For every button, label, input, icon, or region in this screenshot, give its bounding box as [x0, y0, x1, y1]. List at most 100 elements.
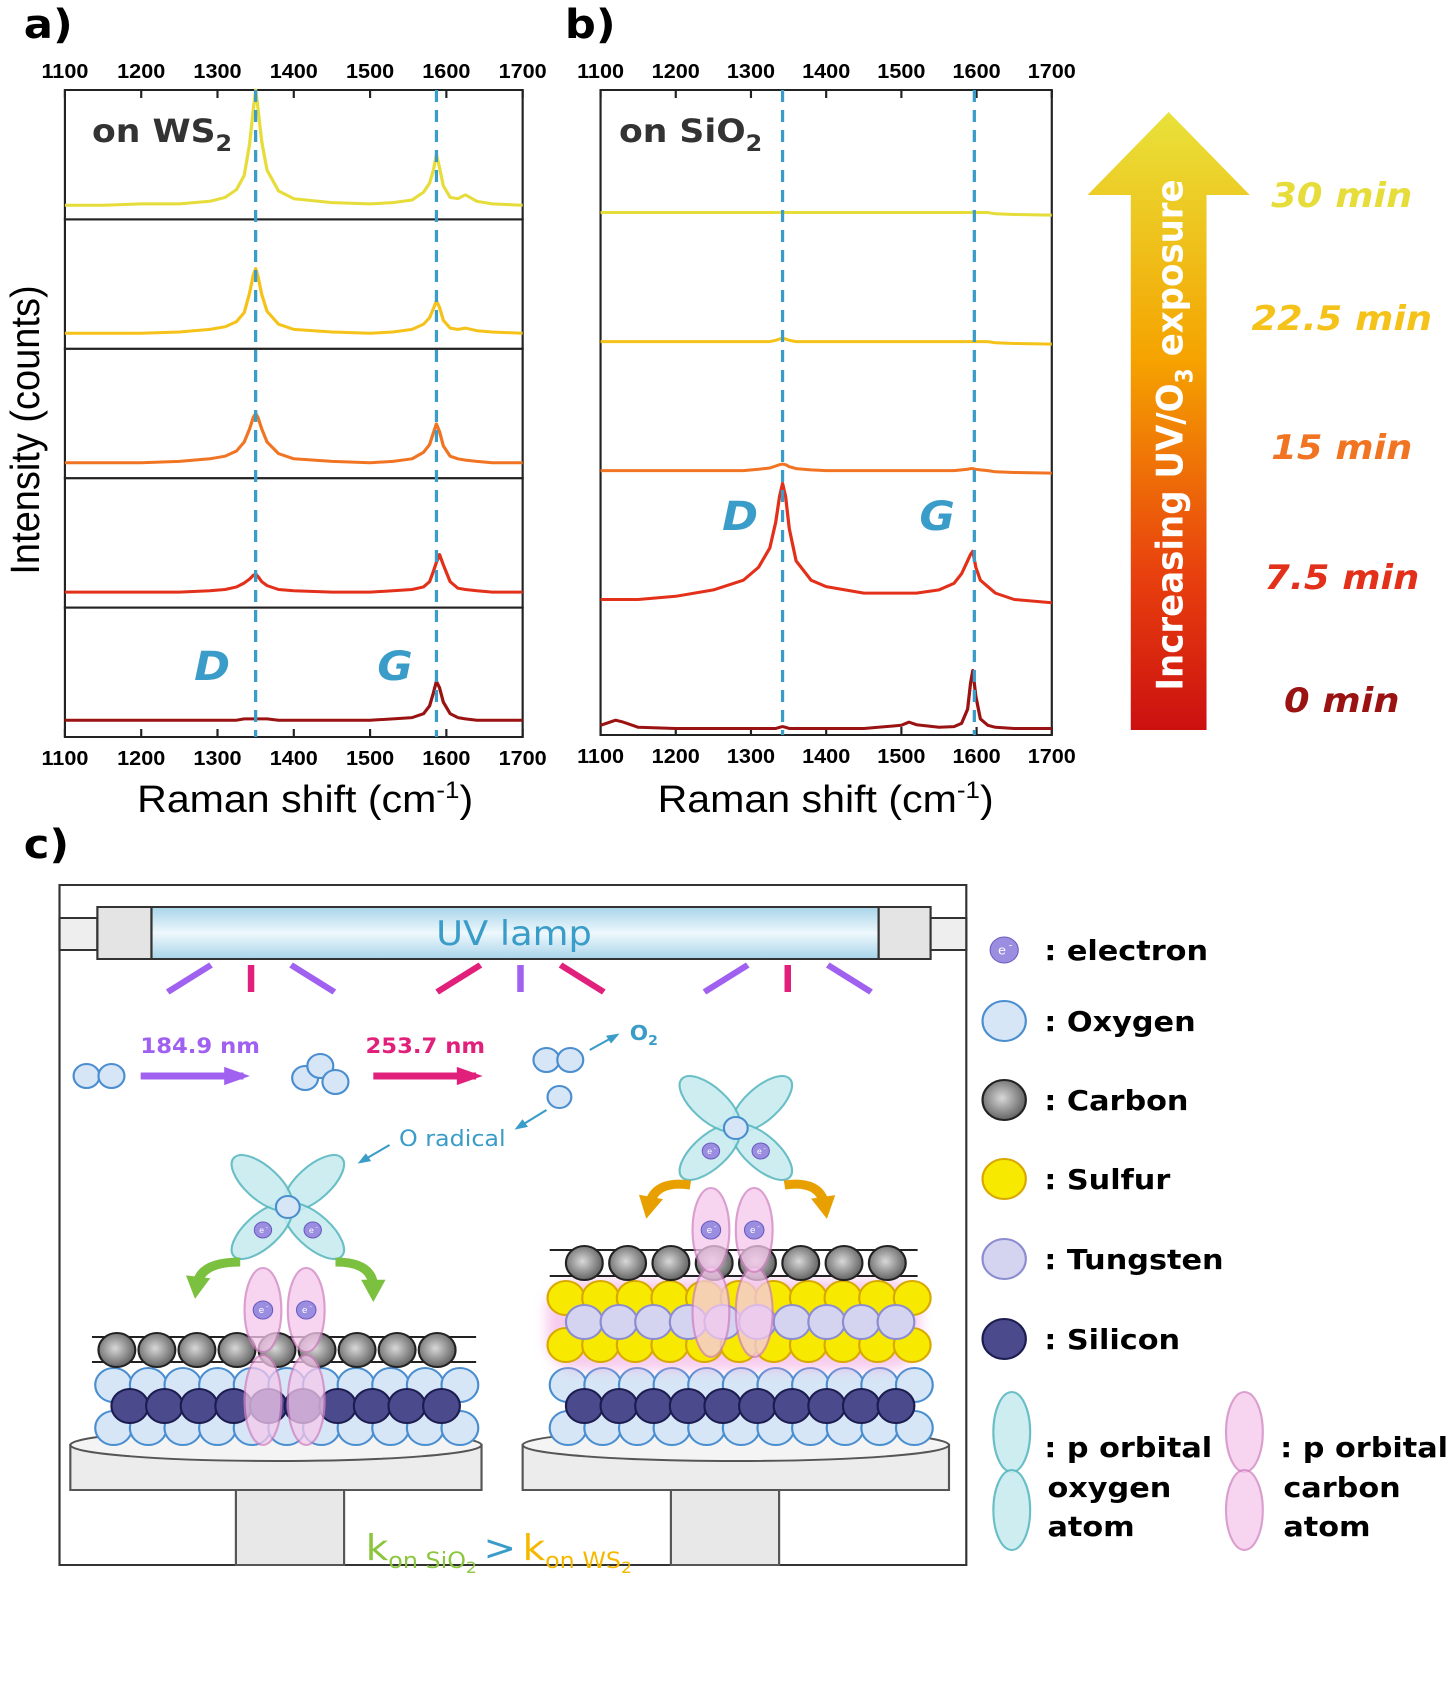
atom — [546, 1085, 573, 1109]
electron-charge: - — [266, 1302, 269, 1311]
x-tick-label: 1600 — [422, 61, 470, 83]
atom — [599, 1304, 639, 1340]
legend-label: 0 min — [1284, 681, 1399, 720]
x-tick-label: 1500 — [877, 61, 925, 83]
legend-label: atom — [1283, 1510, 1370, 1543]
diagram: e - e -e - e -e - e -e - e -e - — [69, 936, 1264, 1566]
legend-label: atom — [1047, 1510, 1134, 1543]
atom — [981, 1318, 1027, 1360]
legend-label: : p orbital — [1280, 1431, 1448, 1464]
x-tick-label: 1400 — [802, 746, 850, 768]
atom — [144, 1388, 184, 1424]
atom — [217, 1332, 257, 1368]
atom — [422, 1388, 461, 1424]
atom — [97, 1332, 137, 1368]
uv-ray — [165, 962, 213, 995]
x-tick-label: 1700 — [1028, 61, 1076, 83]
atom — [337, 1332, 377, 1368]
stage-pedestal — [234, 1479, 346, 1566]
legend-label: oxygen — [1047, 1471, 1171, 1504]
exposure-label-part: exposure — [1149, 179, 1192, 368]
x-axis-label: Raman shift (cm-1) — [137, 777, 473, 821]
lamp-cap — [58, 917, 99, 951]
spectrum — [64, 412, 523, 465]
electron-symbol: e — [309, 1225, 314, 1235]
legend-carbon-orbital — [1224, 1469, 1264, 1551]
x-tick-label: 1700 — [499, 748, 547, 770]
electron-charge: - — [714, 1145, 716, 1152]
atom — [532, 1047, 561, 1073]
x-tick-label: 1300 — [193, 748, 241, 770]
x-tick-label: 1200 — [652, 61, 700, 83]
x-tick-label: 1200 — [652, 746, 700, 768]
x-tick-label: 1400 — [270, 748, 318, 770]
legend-label: : Tungsten — [1044, 1243, 1223, 1276]
atom — [651, 1245, 691, 1281]
atom — [781, 1245, 821, 1281]
sample-label-sub: 2 — [216, 132, 233, 157]
legend-label: : Sulfur — [1044, 1163, 1171, 1196]
atom — [387, 1388, 427, 1424]
x-tick-label: 1300 — [727, 746, 775, 768]
atom — [556, 1047, 585, 1073]
atom — [824, 1245, 864, 1281]
carbon-p-orbital — [691, 1266, 731, 1358]
legend-label: : electron — [1044, 934, 1208, 967]
x-tick-label: 1300 — [193, 61, 241, 83]
x-tick-label: 1100 — [41, 61, 88, 83]
electron-charge: - — [714, 1222, 717, 1231]
stage-pedestal — [669, 1479, 781, 1566]
atom — [668, 1388, 708, 1424]
x-axis-label-part: Raman shift (cm — [137, 778, 436, 820]
legend-label: : Silicon — [1044, 1323, 1180, 1356]
atom — [110, 1388, 150, 1424]
sample-label-part: on WS — [92, 112, 216, 149]
x-axis-label-part: Raman shift (cm — [658, 778, 957, 820]
atom — [608, 1245, 648, 1281]
electron-symbol: e — [750, 1225, 755, 1235]
uv-ray — [702, 962, 750, 995]
o-radical-label: O radical — [399, 1127, 506, 1152]
atom — [981, 1000, 1027, 1042]
lamp-tube — [150, 906, 880, 960]
spectrum — [600, 481, 1052, 605]
electron-charge: - — [315, 1224, 317, 1231]
legend-label: carbon — [1283, 1471, 1400, 1504]
x-tick-label: 1100 — [41, 748, 88, 770]
spectrum — [600, 211, 1052, 217]
atom — [177, 1332, 217, 1368]
atom — [377, 1332, 417, 1368]
atom — [807, 1304, 847, 1340]
peak-label: G — [377, 643, 413, 690]
atom — [807, 1388, 847, 1424]
atom — [737, 1388, 777, 1424]
wavelength-label: 253.7 nm — [365, 1035, 485, 1059]
electron-symbol: e — [302, 1305, 307, 1315]
plot-frame — [599, 89, 1053, 736]
atom — [599, 1388, 639, 1424]
atom — [981, 1238, 1027, 1280]
arrow-head — [514, 1119, 528, 1130]
electron — [253, 1221, 273, 1239]
arrow-head — [605, 1033, 620, 1044]
legend-label: 22.5 min — [1251, 299, 1432, 338]
atom — [876, 1304, 916, 1340]
peak-label: D — [722, 493, 758, 540]
legend-label: 7.5 min — [1264, 558, 1419, 597]
rate-sub: 2 — [621, 1559, 632, 1577]
atom — [321, 1069, 350, 1095]
electron-symbol: e — [707, 1225, 712, 1235]
electron-charge: - — [1009, 940, 1013, 952]
x-axis-label-sup: -1 — [957, 777, 980, 804]
atom — [137, 1332, 177, 1368]
x-tick-label: 1100 — [577, 61, 624, 83]
spectrum — [64, 267, 523, 335]
carbon-p-orbital — [286, 1354, 326, 1446]
panel-label: c) — [24, 821, 69, 868]
electron — [700, 1220, 722, 1240]
atom — [981, 1158, 1027, 1200]
x-tick-label: 1200 — [117, 61, 165, 83]
rate-k: k — [523, 1526, 546, 1568]
wavelength-label: 184.9 nm — [140, 1035, 260, 1059]
electron — [303, 1221, 322, 1239]
